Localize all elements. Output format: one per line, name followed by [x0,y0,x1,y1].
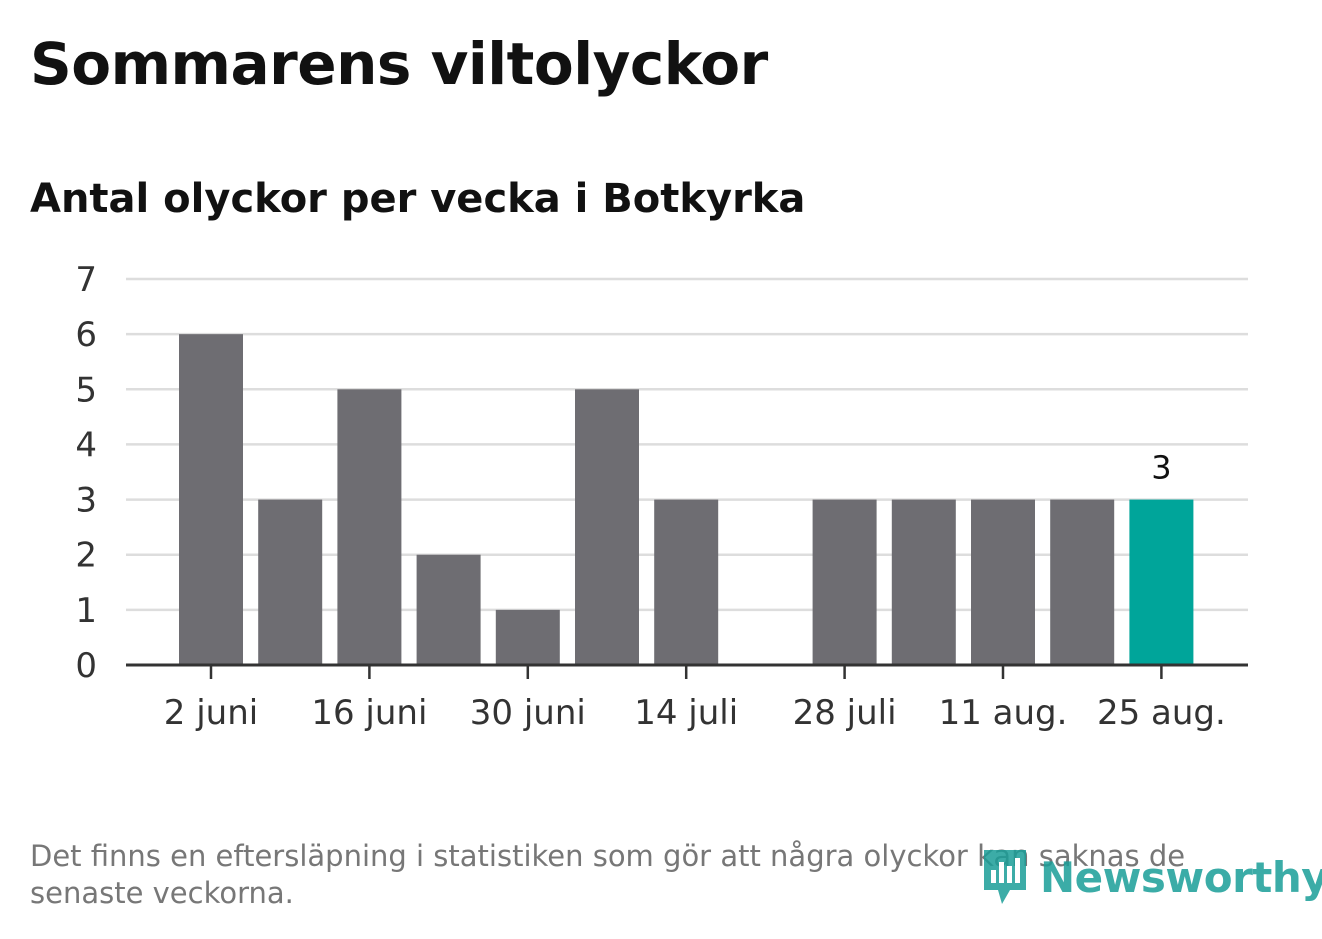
x-tick-label: 28 juli [793,693,897,733]
y-tick-label: 7 [75,260,97,300]
bar [258,499,323,665]
bar [575,389,639,665]
chart-subtitle: Antal olyckor per vecka i Botkyrka [30,176,806,222]
bar [1050,499,1115,665]
bar [337,389,402,665]
x-tick-label: 30 juni [470,693,586,733]
bars [179,334,1194,665]
newsworthy-logo-icon [984,850,1026,904]
y-tick-label: 3 [75,481,97,521]
y-tick-label: 1 [75,591,97,631]
bar [654,499,719,665]
y-tick-label: 6 [75,315,97,355]
x-tick-label: 11 aug. [939,693,1068,733]
y-tick-label: 0 [75,646,97,686]
brand-name: Newsworthy [1040,852,1322,902]
x-tick-label: 14 juli [634,693,738,733]
bar [495,609,560,665]
brand-logo: Newsworthy [980,846,1322,908]
y-tick-label: 4 [75,425,97,465]
y-tick-label: 2 [75,536,97,576]
bar [971,499,1035,665]
bar [416,554,481,665]
labels: 0 1 2 3 4 5 6 7 2 juni 16 juni 30 juni 14 juli 28 ju… [75,260,1225,733]
bar [812,499,877,665]
bar-value-label: 3 [1151,449,1171,487]
x-tick-label: 16 juni [311,693,427,733]
bar [1129,499,1194,665]
x-tick-label: 25 aug. [1097,693,1226,733]
axes [126,663,1248,679]
y-tick-label: 5 [75,370,97,410]
x-tick-label: 2 juni [164,693,258,733]
bar [179,334,243,665]
chart-title: Sommarens viltolyckor [30,30,768,98]
bar [891,499,956,665]
